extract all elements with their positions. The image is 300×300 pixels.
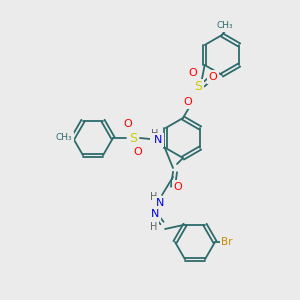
- Text: Br: Br: [221, 237, 233, 247]
- Text: O: O: [124, 119, 132, 129]
- Text: N: N: [156, 198, 164, 208]
- Text: H: H: [151, 129, 159, 139]
- Text: S: S: [129, 131, 137, 145]
- Text: O: O: [174, 182, 182, 192]
- Text: O: O: [184, 97, 192, 107]
- Text: CH₃: CH₃: [217, 22, 233, 31]
- Text: S: S: [194, 80, 202, 94]
- Text: CH₃: CH₃: [56, 134, 72, 142]
- Text: H: H: [150, 192, 158, 202]
- Text: O: O: [189, 68, 197, 78]
- Text: H: H: [150, 222, 158, 232]
- Text: O: O: [134, 147, 142, 157]
- Text: O: O: [208, 72, 217, 82]
- Text: N: N: [151, 209, 159, 219]
- Text: N: N: [154, 135, 162, 145]
